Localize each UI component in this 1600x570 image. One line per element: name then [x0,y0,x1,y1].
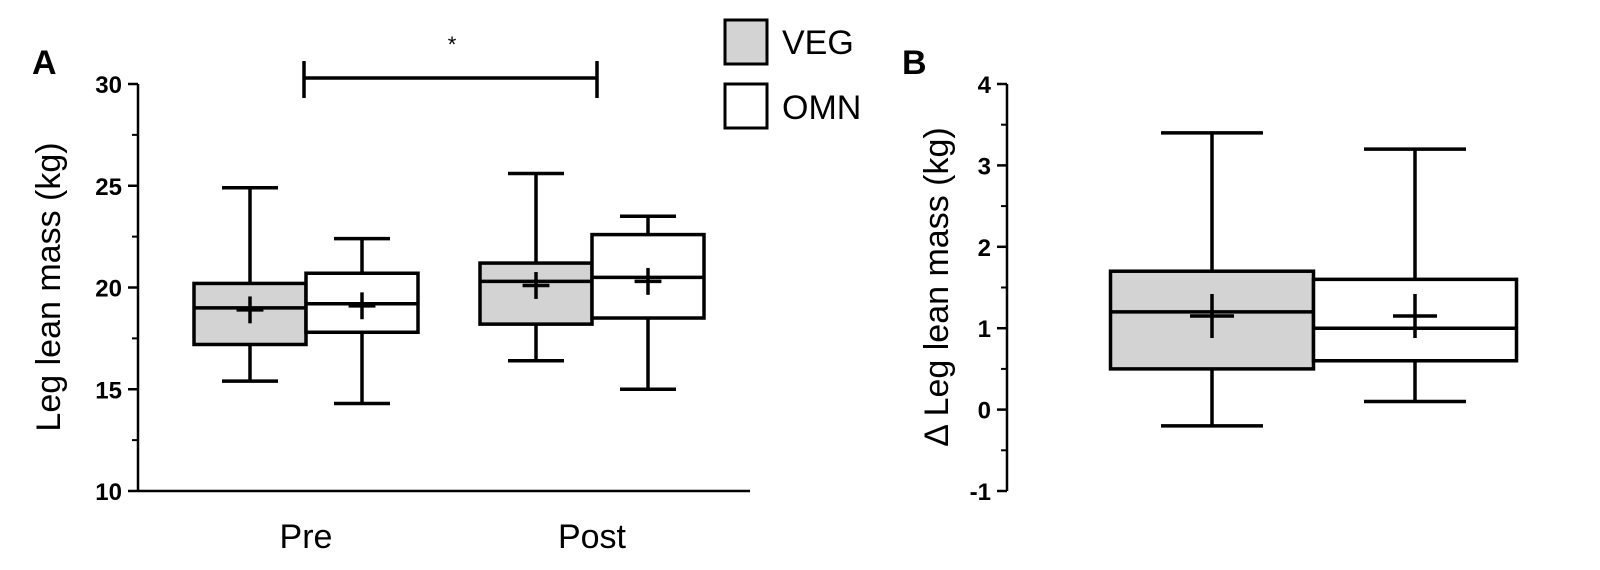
chart-marks: 10 15 20 25 30 -1 0 1 2 3 4 [95,61,1519,506]
panel-a-y-tick-label: 10 [95,479,122,506]
panel-b-y-tick-label: 1 [978,316,991,343]
legend-label-veg: VEG [782,24,854,62]
legend-label-omn: OMN [782,89,861,127]
category-label-pre: Pre [280,518,333,556]
panel-a-y-tick-label: 20 [95,276,122,303]
legend-swatch-veg [723,18,769,66]
panel-b-y-tick-label: 0 [978,398,991,425]
panel-a-y-tick-label: 25 [95,174,122,201]
panel-a-y-tick-label: 15 [95,377,122,404]
panel-a-y-axis-title: Leg lean mass (kg) [30,142,68,431]
panel-b-y-tick-label: 3 [978,153,991,180]
panel-b-y-tick-label: 4 [978,72,992,99]
panel-b-letter: B [902,44,927,82]
panel-b-y-tick-label: 2 [978,235,991,262]
panel-a-letter: A [32,44,57,82]
legend-swatch-omn [723,82,769,130]
category-label-post: Post [558,518,627,556]
significance-asterisk: * [448,32,457,57]
panel-a-y-tick-label: 30 [95,72,122,99]
panel-b-y-axis-title: Δ Leg lean mass (kg) [918,127,956,446]
panel-b-y-tick-label: -1 [970,479,991,506]
